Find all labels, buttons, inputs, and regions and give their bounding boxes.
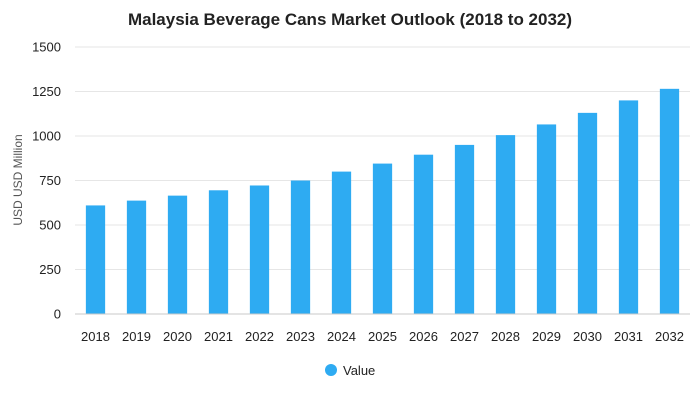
bar[interactable] bbox=[659, 88, 680, 314]
x-axis-ticks: 2018 2019 2020 2021 2022 2023 2024 2025 2026 2027… bbox=[81, 329, 684, 344]
bar[interactable] bbox=[208, 190, 229, 314]
legend-marker-value[interactable] bbox=[325, 364, 337, 376]
x-tick-label: 2020 bbox=[163, 329, 192, 344]
y-tick-label: 250 bbox=[39, 262, 61, 277]
bar[interactable] bbox=[126, 200, 147, 314]
bar[interactable] bbox=[372, 163, 393, 314]
bar[interactable] bbox=[454, 144, 475, 314]
bar[interactable] bbox=[577, 112, 598, 314]
y-axis-label: USD USD Million bbox=[11, 134, 25, 225]
bars bbox=[85, 88, 680, 315]
bar[interactable] bbox=[413, 154, 434, 314]
legend-label-value[interactable]: Value bbox=[343, 363, 375, 378]
x-tick-label: 2027 bbox=[450, 329, 479, 344]
x-tick-label: 2025 bbox=[368, 329, 397, 344]
x-tick-label: 2021 bbox=[204, 329, 233, 344]
y-tick-label: 500 bbox=[39, 218, 61, 233]
y-tick-label: 1000 bbox=[32, 129, 61, 144]
y-tick-label: 1500 bbox=[32, 40, 61, 55]
chart-title: Malaysia Beverage Cans Market Outlook (2… bbox=[128, 10, 572, 29]
y-tick-label: 0 bbox=[54, 307, 61, 322]
y-tick-label: 750 bbox=[39, 173, 61, 188]
y-tick-label: 1250 bbox=[32, 84, 61, 99]
bar[interactable] bbox=[618, 100, 639, 315]
bar[interactable] bbox=[85, 205, 106, 314]
x-tick-label: 2030 bbox=[573, 329, 602, 344]
x-tick-label: 2026 bbox=[409, 329, 438, 344]
x-tick-label: 2031 bbox=[614, 329, 643, 344]
bar[interactable] bbox=[249, 185, 270, 314]
x-tick-label: 2023 bbox=[286, 329, 315, 344]
bar[interactable] bbox=[331, 171, 352, 314]
bar[interactable] bbox=[495, 135, 516, 314]
x-tick-label: 2028 bbox=[491, 329, 520, 344]
x-tick-label: 2019 bbox=[122, 329, 151, 344]
legend: Value bbox=[325, 363, 375, 378]
x-tick-label: 2022 bbox=[245, 329, 274, 344]
x-tick-label: 2032 bbox=[655, 329, 684, 344]
bar[interactable] bbox=[167, 195, 188, 314]
bar[interactable] bbox=[536, 124, 557, 315]
bar[interactable] bbox=[290, 180, 311, 315]
x-tick-label: 2029 bbox=[532, 329, 561, 344]
x-tick-label: 2024 bbox=[327, 329, 356, 344]
y-axis-ticks: 0 250 500 750 1000 1250 1500 bbox=[32, 40, 61, 322]
x-tick-label: 2018 bbox=[81, 329, 110, 344]
